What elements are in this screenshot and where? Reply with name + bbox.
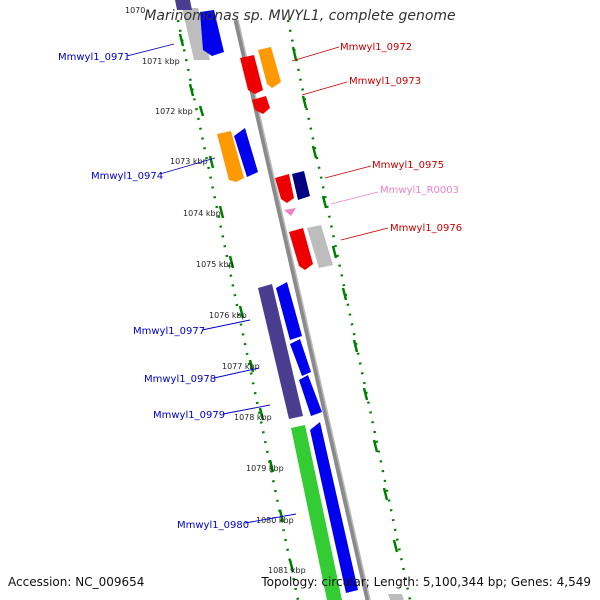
gene-Mmwyl1_0977[interactable] (276, 282, 302, 340)
map-title: Marinomonas sp. MWYL1, complete genome (144, 8, 456, 24)
tick-label-7: 1077 kbp (222, 362, 260, 371)
map-band (170, 0, 418, 600)
gene-label-Mmwyl1_0977[interactable]: Mmwyl1_0977 (133, 326, 205, 337)
gene-blue-long-bottom[interactable] (310, 422, 358, 593)
gene-Mmwyl1_0980[interactable] (291, 425, 342, 600)
gene-Mmwyl1_0974[interactable] (217, 131, 244, 182)
gene-Mmwyl1_0971[interactable] (200, 10, 224, 56)
right-leader-rna (330, 191, 379, 205)
gene-navy-0975b[interactable] (292, 171, 310, 200)
tick-label-8: 1078 kbp (234, 413, 272, 422)
gene-purple-long[interactable] (258, 284, 303, 419)
tick-label-3: 1073 kbp (170, 157, 208, 166)
genome-summary-text: Topology: circular; Length: 5,100,344 bp… (261, 575, 591, 589)
tick-label-4: 1074 kbp (183, 209, 221, 218)
gene-label-Mmwyl1_0974[interactable]: Mmwyl1_0974 (91, 171, 163, 182)
gene-Mmwyl1_0979[interactable] (299, 375, 322, 416)
tick-label-6: 1076 kbp (209, 311, 247, 320)
right-leaders (291, 46, 389, 241)
gene-Mmwyl1_0973[interactable] (252, 96, 270, 114)
gene-blue-0974b[interactable] (234, 128, 258, 177)
tick-label-2: 1072 kbp (155, 107, 193, 116)
left-leaders (126, 43, 297, 524)
gene-label-Mmwyl1_0971[interactable]: Mmwyl1_0971 (58, 52, 130, 63)
gene-navy-top[interactable] (175, 0, 192, 10)
gene-gray-0976b[interactable] (307, 225, 333, 268)
gene-Mmwyl1_0978[interactable] (290, 339, 311, 376)
accession-text: Accession: NC_009654 (8, 575, 145, 589)
gene-label-Mmwyl1_0978[interactable]: Mmwyl1_0978 (144, 374, 216, 385)
tick-label-11: 1081 kbp (268, 566, 306, 575)
gene-label-Mmwyl1_0972[interactable]: Mmwyl1_0972 (340, 42, 412, 53)
genome-backbone-highlight (237, 19, 371, 600)
major-ticks-left (178, 33, 295, 573)
gene-label-Mmwyl1_0973[interactable]: Mmwyl1_0973 (349, 76, 421, 87)
gene-Mmwyl1_0972[interactable] (240, 55, 263, 94)
gene-label-Mmwyl1_0979[interactable]: Mmwyl1_0979 (153, 410, 225, 421)
major-ticks-right (291, 46, 399, 553)
tick-label-5: 1075 kbp (196, 260, 234, 269)
gene-label-Mmwyl1_0975[interactable]: Mmwyl1_0975 (372, 160, 444, 171)
tick-label-1: 1071 kbp (142, 57, 180, 66)
tick-label-10: 1080 kbp (256, 516, 294, 525)
tick-label-9: 1079 kbp (246, 464, 284, 473)
gene-gray-bottom[interactable] (388, 594, 404, 600)
genome-backbone (233, 19, 371, 600)
gene-Mmwyl1_R0003[interactable] (284, 208, 296, 216)
gene-Mmwyl1_0975[interactable] (275, 174, 294, 203)
gene-label-Mmwyl1_0976[interactable]: Mmwyl1_0976 (390, 223, 462, 234)
gene-label-Mmwyl1_0980[interactable]: Mmwyl1_0980 (177, 520, 249, 531)
gene-Mmwyl1_0976[interactable] (289, 228, 313, 270)
gene-orange-0972b[interactable] (258, 47, 281, 88)
gene-label-Mmwyl1_R0003[interactable]: Mmwyl1_R0003 (380, 185, 459, 196)
tick-label-0: 1070 (125, 6, 145, 15)
